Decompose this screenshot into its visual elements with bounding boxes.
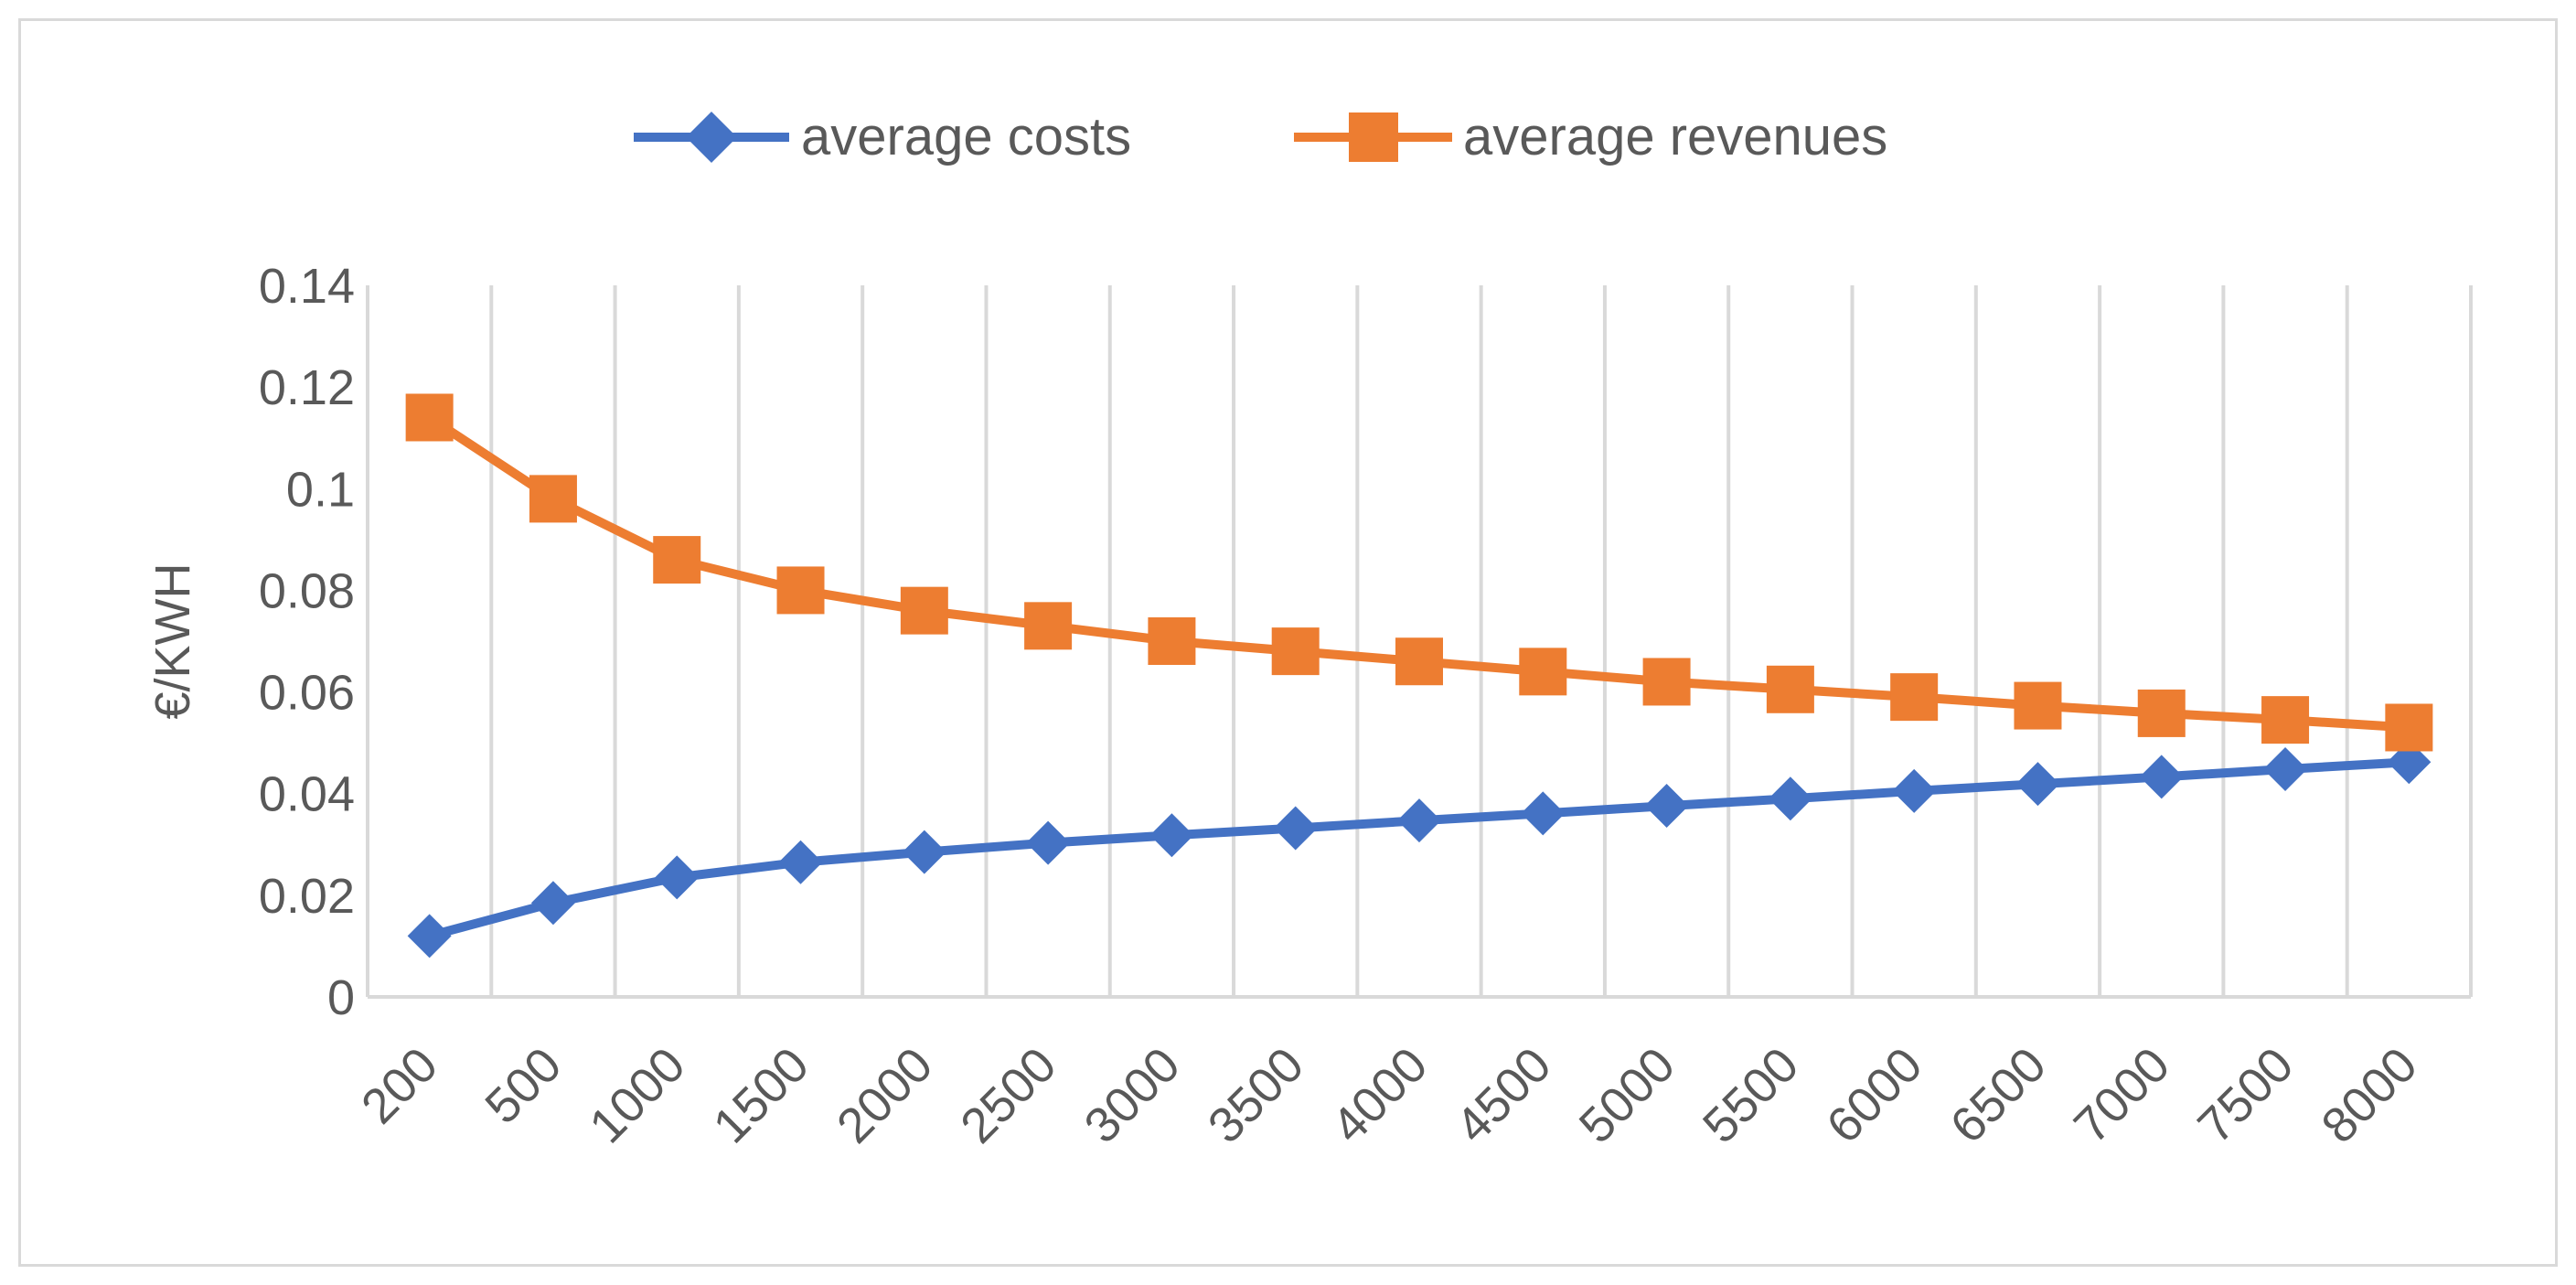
data-point <box>1768 776 1812 821</box>
x-tick-label: 7500 <box>2187 1037 2303 1153</box>
y-axis: 0 0.02 0.04 0.06 0.08 0.1 0.12 0.14 <box>259 259 355 1025</box>
series-average-costs <box>407 740 2432 958</box>
data-point <box>1521 791 1566 836</box>
data-point <box>1890 673 1939 722</box>
x-tick-label: 7000 <box>2064 1037 2180 1153</box>
data-point <box>778 840 823 884</box>
x-tick-label: 4500 <box>1445 1037 1561 1153</box>
x-tick-label: 1500 <box>703 1037 819 1153</box>
series-average-revenues <box>405 393 2433 752</box>
series <box>405 393 2433 958</box>
y-tick-label: 0.06 <box>259 666 355 721</box>
data-point <box>407 914 452 958</box>
x-tick-label: 2000 <box>827 1037 943 1153</box>
y-tick-label: 0 <box>327 970 355 1025</box>
y-axis-title: €/KWH <box>145 562 200 719</box>
data-point <box>529 475 577 523</box>
y-tick-label: 0.12 <box>259 360 355 415</box>
data-point <box>405 393 454 442</box>
x-axis: 200 500 1000 1500 2000 2500 3000 3500 4000 4500 50… <box>351 1037 2428 1153</box>
data-point <box>1024 602 1073 650</box>
data-point <box>2263 747 2308 792</box>
x-tick-label: 8000 <box>2311 1037 2427 1153</box>
x-tick-label: 5500 <box>1693 1037 1809 1153</box>
series-line <box>428 757 2410 941</box>
data-point <box>1149 813 1194 858</box>
data-point <box>1642 658 1691 706</box>
data-point <box>776 566 825 615</box>
data-point <box>1519 648 1567 696</box>
y-tick-label: 0.14 <box>259 259 355 314</box>
data-point <box>2015 762 2060 807</box>
legend: average costs average revenues <box>634 107 1887 166</box>
x-tick-label: 3500 <box>1198 1037 1314 1153</box>
y-tick-label: 0.04 <box>259 767 355 822</box>
data-point <box>1395 637 1443 686</box>
data-point <box>900 586 948 635</box>
y-tick-label: 0.02 <box>259 869 355 924</box>
x-tick-label: 6000 <box>1816 1037 1932 1153</box>
x-tick-label: 500 <box>475 1037 572 1134</box>
x-tick-label: 1000 <box>579 1037 695 1153</box>
data-point <box>530 881 575 926</box>
x-tick-label: 3000 <box>1074 1037 1191 1153</box>
data-point <box>1766 665 1814 713</box>
legend-marker-diamond-icon <box>686 112 737 163</box>
x-tick-label: 5000 <box>1569 1037 1685 1153</box>
data-point <box>2385 703 2433 752</box>
data-point <box>1273 806 1318 851</box>
legend-item-average-revenues: average revenues <box>1294 107 1887 166</box>
data-point <box>1271 627 1320 676</box>
data-point <box>1026 820 1071 865</box>
grid-lines <box>366 285 2473 999</box>
legend-item-average-costs: average costs <box>634 107 1131 166</box>
x-tick-label: 6500 <box>1940 1037 2057 1153</box>
data-point <box>2261 696 2310 744</box>
data-point <box>2139 755 2184 799</box>
data-point <box>653 536 701 584</box>
data-point <box>2137 689 2186 737</box>
legend-label-average-revenues: average revenues <box>1463 107 1887 166</box>
x-tick-label: 4000 <box>1321 1037 1438 1153</box>
legend-marker-square-icon <box>1349 112 1398 162</box>
data-point <box>902 830 946 874</box>
data-point <box>1892 768 1937 813</box>
data-point <box>1397 798 1441 843</box>
legend-label-average-costs: average costs <box>801 107 1131 166</box>
data-point <box>2014 681 2062 730</box>
data-point <box>1644 784 1689 829</box>
data-point <box>655 855 700 900</box>
data-point <box>1148 617 1196 665</box>
x-tick-label: 2500 <box>950 1037 1066 1153</box>
y-tick-label: 0.08 <box>259 563 355 618</box>
y-tick-label: 0.1 <box>286 462 355 517</box>
x-tick-label: 200 <box>351 1037 448 1134</box>
